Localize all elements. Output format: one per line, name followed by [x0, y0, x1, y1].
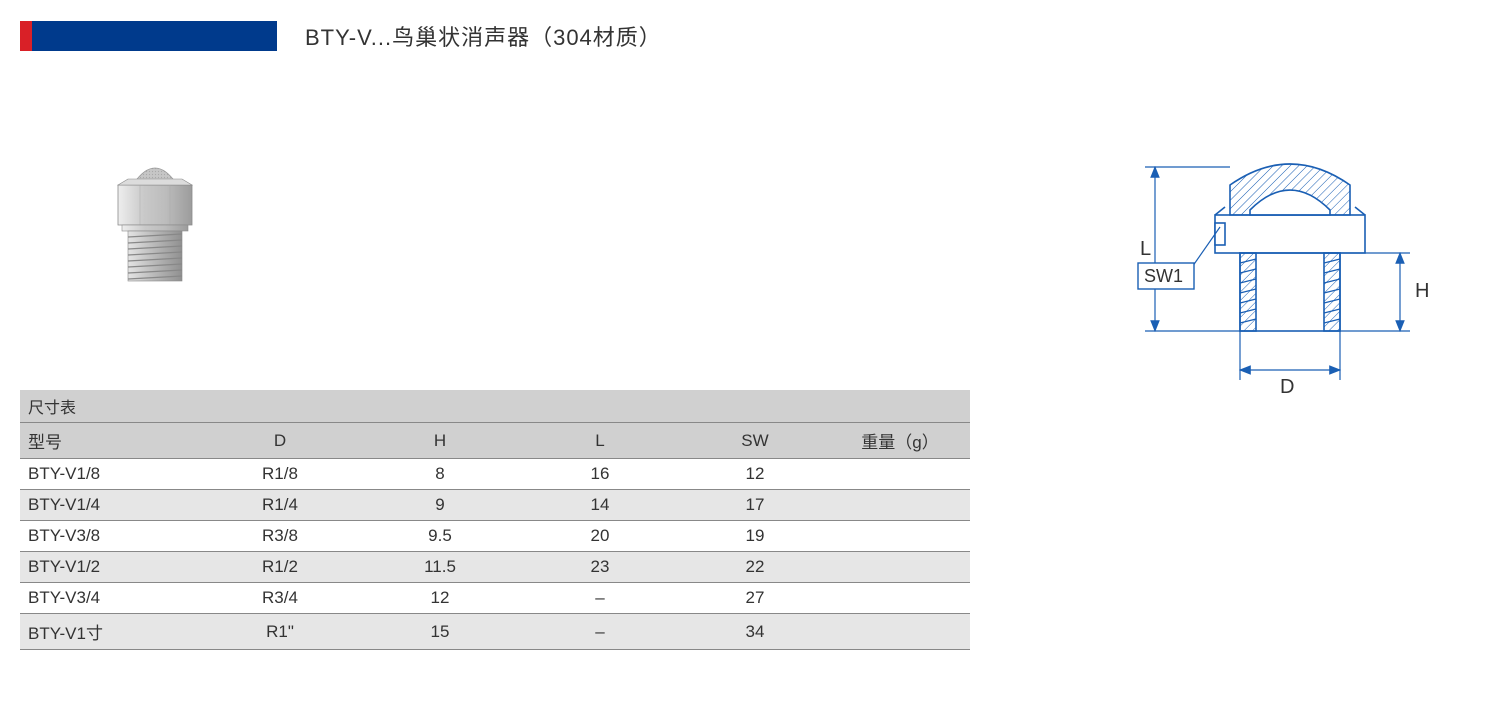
table-cell: 14 — [520, 490, 680, 521]
table-row: BTY-V3/4R3/412–27 — [20, 583, 970, 614]
table-cell — [830, 521, 970, 552]
table-cell — [830, 552, 970, 583]
table-cell: R1" — [200, 614, 360, 650]
red-accent-block — [20, 21, 32, 51]
table-cell: – — [520, 614, 680, 650]
table-cell: R1/4 — [200, 490, 360, 521]
table-row: BTY-V1/4R1/491417 — [20, 490, 970, 521]
table-title: 尺寸表 — [20, 390, 970, 423]
table-row: BTY-V3/8R3/89.52019 — [20, 521, 970, 552]
table-row: BTY-V1/8R1/881612 — [20, 459, 970, 490]
table-cell — [830, 490, 970, 521]
page-title: BTY-V...鸟巢状消声器（304材质） — [305, 20, 662, 52]
table-cell: 22 — [680, 552, 830, 583]
table-cell: R1/2 — [200, 552, 360, 583]
product-image — [100, 155, 210, 290]
table-cell: 34 — [680, 614, 830, 650]
dimension-diagram: L H D SW1 — [1080, 155, 1440, 405]
svg-text:SW1: SW1 — [1144, 266, 1183, 286]
blue-accent-block — [32, 21, 277, 51]
col-model: 型号 — [20, 423, 200, 459]
col-h: H — [360, 423, 520, 459]
table-cell: BTY-V3/4 — [20, 583, 200, 614]
table-cell: 20 — [520, 521, 680, 552]
header-bar: BTY-V...鸟巢状消声器（304材质） — [20, 20, 662, 52]
dim-label-h: H — [1415, 280, 1429, 302]
table-cell: R1/8 — [200, 459, 360, 490]
spec-table: 型号 D H L SW 重量（g） BTY-V1/8R1/881612BTY-V… — [20, 423, 970, 650]
table-cell: BTY-V1/4 — [20, 490, 200, 521]
table-cell: 11.5 — [360, 552, 520, 583]
dim-label-sw1: SW1 — [1138, 263, 1194, 289]
table-cell: 9.5 — [360, 521, 520, 552]
col-weight: 重量（g） — [830, 423, 970, 459]
table-cell — [830, 583, 970, 614]
table-cell: 15 — [360, 614, 520, 650]
table-cell: 19 — [680, 521, 830, 552]
col-sw: SW — [680, 423, 830, 459]
col-l: L — [520, 423, 680, 459]
table-cell: R3/4 — [200, 583, 360, 614]
table-cell: R3/8 — [200, 521, 360, 552]
table-cell: 8 — [360, 459, 520, 490]
table-cell: 27 — [680, 583, 830, 614]
table-header-row: 型号 D H L SW 重量（g） — [20, 423, 970, 459]
dim-label-d: D — [1280, 376, 1294, 398]
table-row: BTY-V1寸R1"15–34 — [20, 614, 970, 650]
table-cell: 23 — [520, 552, 680, 583]
table-cell: BTY-V1/2 — [20, 552, 200, 583]
table-cell: 12 — [680, 459, 830, 490]
table-cell: 9 — [360, 490, 520, 521]
table-cell: BTY-V1/8 — [20, 459, 200, 490]
table-cell: BTY-V1寸 — [20, 614, 200, 650]
table-cell — [830, 614, 970, 650]
table-cell: 16 — [520, 459, 680, 490]
table-cell: 17 — [680, 490, 830, 521]
table-cell: – — [520, 583, 680, 614]
table-cell — [830, 459, 970, 490]
dim-label-l: L — [1140, 238, 1151, 260]
table-cell: 12 — [360, 583, 520, 614]
dimension-table: 尺寸表 型号 D H L SW 重量（g） BTY-V1/8R1/881612B… — [20, 390, 970, 650]
col-d: D — [200, 423, 360, 459]
table-cell: BTY-V3/8 — [20, 521, 200, 552]
table-row: BTY-V1/2R1/211.52322 — [20, 552, 970, 583]
